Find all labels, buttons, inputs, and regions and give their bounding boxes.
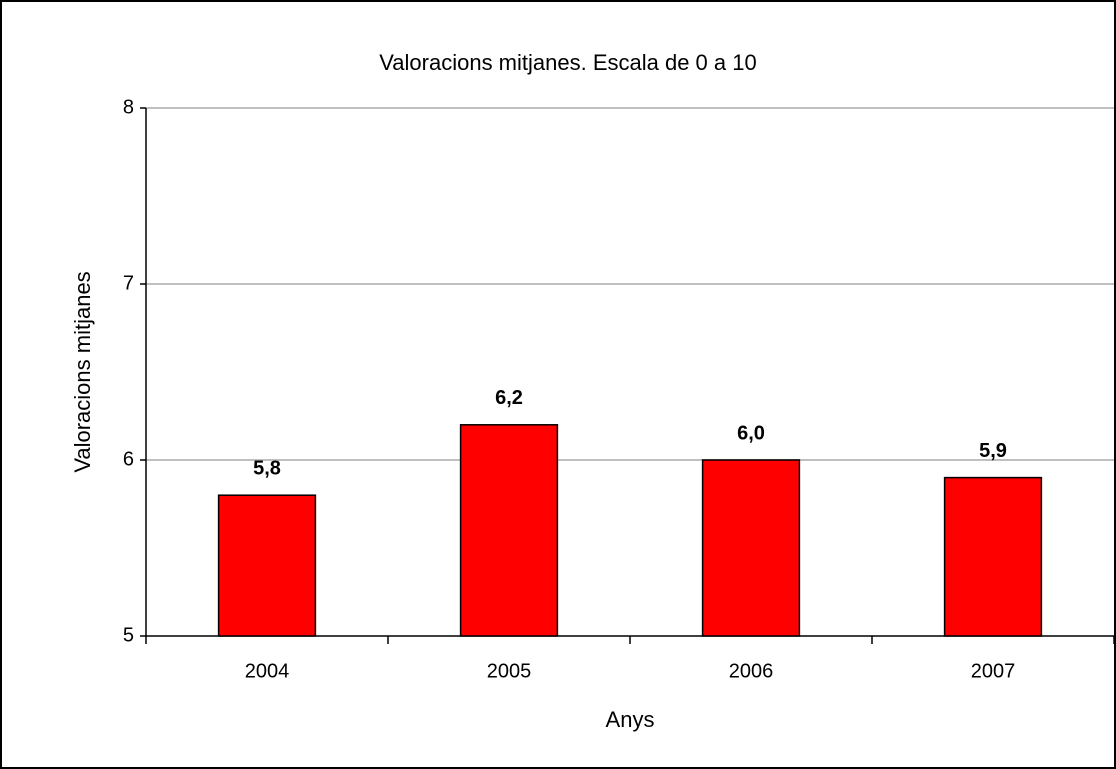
x-axis-label: Anys [606,707,655,732]
x-tick-label: 2006 [729,660,774,682]
data-label: 5,9 [979,440,1007,462]
data-label: 5,8 [253,457,281,479]
data-label: 6,2 [495,387,523,409]
y-tick-label: 7 [123,272,134,294]
y-tick-label: 8 [123,96,134,118]
y-tick-label: 6 [123,448,134,470]
y-tick-label: 5 [123,624,134,646]
bar [701,459,801,637]
bar [943,476,1043,637]
bar [459,424,559,637]
data-label: 6,0 [737,422,765,444]
bar [217,494,317,637]
y-axis-label: Valoracions mitjanes [70,271,95,472]
x-tick-label: 2004 [245,660,290,682]
x-tick-label: 2005 [487,660,532,682]
x-tick-label: 2007 [971,660,1016,682]
chart-title: Valoracions mitjanes. Escala de 0 a 10 [379,50,756,75]
